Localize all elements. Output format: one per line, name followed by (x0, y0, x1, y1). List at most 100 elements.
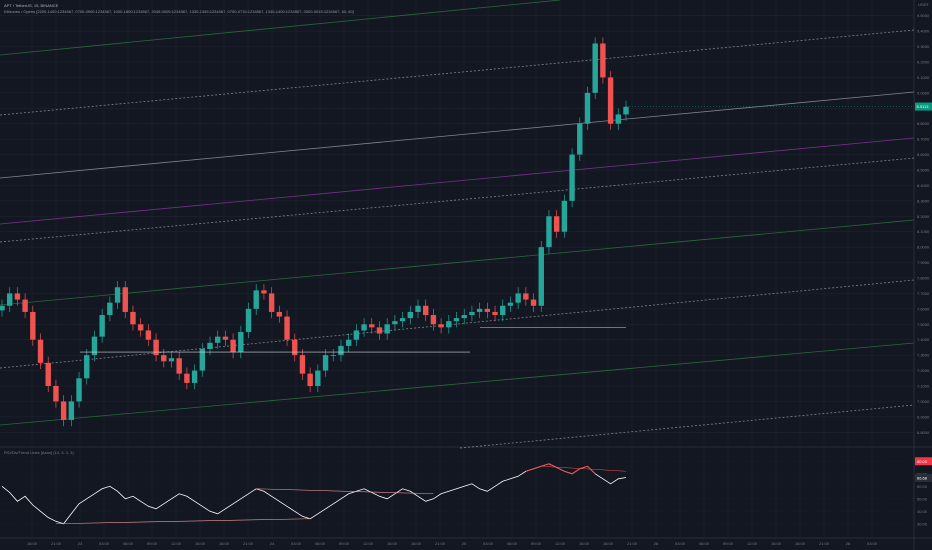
candle-body (369, 324, 375, 328)
candle-body (114, 287, 121, 303)
candle-body (553, 216, 560, 232)
candle-body (392, 321, 398, 325)
candle-body (168, 358, 175, 362)
candle-body (222, 336, 229, 340)
time-tick-label: 03:00 (99, 541, 110, 546)
time-tick-label: 23 (78, 541, 83, 546)
rsi-tick-label: 50.00 (917, 496, 928, 501)
price-tick-label: 9.0000 (917, 90, 930, 95)
candle-body (538, 247, 544, 306)
price-tick-label: 9.4000 (917, 29, 930, 34)
time-tick-label: 21:00 (435, 541, 446, 546)
candle-body (569, 154, 575, 201)
symbol-title[interactable]: APT / TetherUS, 15, BINANCE (4, 3, 59, 8)
candle-body (191, 370, 198, 383)
candle-body (14, 293, 21, 300)
candle-body (453, 318, 460, 322)
candle-body (423, 305, 429, 316)
price-tick-label: 7.6000 (917, 306, 930, 311)
candle-body (530, 299, 537, 306)
candle-body (407, 311, 413, 319)
candle-body (276, 311, 283, 317)
time-tick-label: 26 (654, 541, 659, 546)
time-tick-label: 15:00 (195, 541, 206, 546)
candle-body (561, 200, 568, 232)
price-tick-label: 7.3000 (917, 353, 930, 358)
price-tick-label: 6.8000 (917, 430, 930, 435)
candle-body (507, 302, 514, 306)
price-tick-label: 7.7000 (917, 291, 930, 296)
time-tick-label: 15:00 (771, 541, 782, 546)
candle-body (307, 373, 313, 386)
time-tick-label: 21:00 (51, 541, 62, 546)
time-tick-label: 21:00 (819, 541, 830, 546)
price-tick-label: 8.1000 (917, 229, 930, 234)
candle-body (207, 342, 213, 349)
candle-body (361, 324, 367, 331)
last-price-badge (915, 102, 932, 111)
time-tick-label: 15:00 (387, 541, 398, 546)
candle-body (137, 324, 144, 331)
price-tick-label: 8.5000 (917, 168, 930, 173)
price-tick-label: 7.8000 (917, 276, 930, 281)
channel-line (0, 342, 915, 426)
channel-line (459, 404, 915, 449)
price-tick-label: 9.2000 (917, 60, 930, 65)
time-tick-label: 18:00 (219, 541, 230, 546)
candle-body (284, 316, 290, 340)
time-tick-label: 09:00 (531, 541, 542, 546)
channel-line (0, 157, 915, 243)
candle-body (577, 123, 583, 155)
time-tick-label: 03:00 (867, 541, 878, 546)
price-tick-label: 8.6000 (917, 152, 930, 157)
candle-body (515, 293, 521, 303)
candle-body (153, 339, 159, 356)
candle-body (268, 293, 275, 312)
rsi-last-label: 66.68 (917, 475, 928, 480)
time-tick-label: 21:00 (243, 541, 254, 546)
price-tick-label: 9.5000 (917, 13, 930, 18)
candle-body (492, 311, 498, 316)
price-tick-label: 8.8000 (917, 121, 930, 126)
candle-body (299, 355, 306, 374)
time-tick-label: 26 (846, 541, 851, 546)
time-tick-label: 21:00 (627, 541, 638, 546)
rsi-line (1, 463, 627, 525)
candle-body (230, 339, 236, 353)
rsi-tick-label: 70.00 (917, 471, 928, 476)
candle-body (161, 355, 167, 362)
time-tick-label: 18:00 (27, 541, 38, 546)
candle-body (353, 330, 360, 340)
candle-body (76, 378, 82, 402)
candle-body (338, 345, 344, 356)
candle-body (546, 216, 552, 248)
candle-body (438, 324, 444, 328)
indicator-legend: Killzones / Opens [2200-1400:1234567, 07… (4, 9, 354, 14)
candle-body (446, 321, 452, 328)
candle-body (330, 355, 336, 356)
candle-body (53, 386, 59, 402)
candle-body (322, 355, 329, 371)
candle-body (500, 305, 506, 316)
candle-body (176, 358, 182, 374)
candle-body (130, 311, 136, 325)
time-tick-label: 06:00 (315, 541, 326, 546)
price-tick-label: 7.4000 (917, 337, 930, 342)
price-tick-label: 9.3000 (917, 44, 930, 49)
candle-body (238, 332, 244, 353)
price-tick-label: 6.9000 (917, 414, 930, 419)
time-tick-label: 12:00 (747, 541, 758, 546)
time-tick-label: 12:00 (171, 541, 182, 546)
rsi-upper-badge-label: 80.00 (917, 459, 928, 464)
candle-body (91, 336, 98, 356)
rsi-tick-label: 60.00 (917, 484, 928, 489)
channel-line (0, 137, 915, 225)
time-tick-label: 06:00 (507, 541, 518, 546)
price-tick-label: 7.9000 (917, 260, 930, 265)
candle-body (245, 308, 252, 332)
time-tick-label: 25 (462, 541, 467, 546)
rsi-tick-label: 30.00 (917, 521, 928, 526)
last-price-label: 8.9113 (917, 104, 930, 109)
